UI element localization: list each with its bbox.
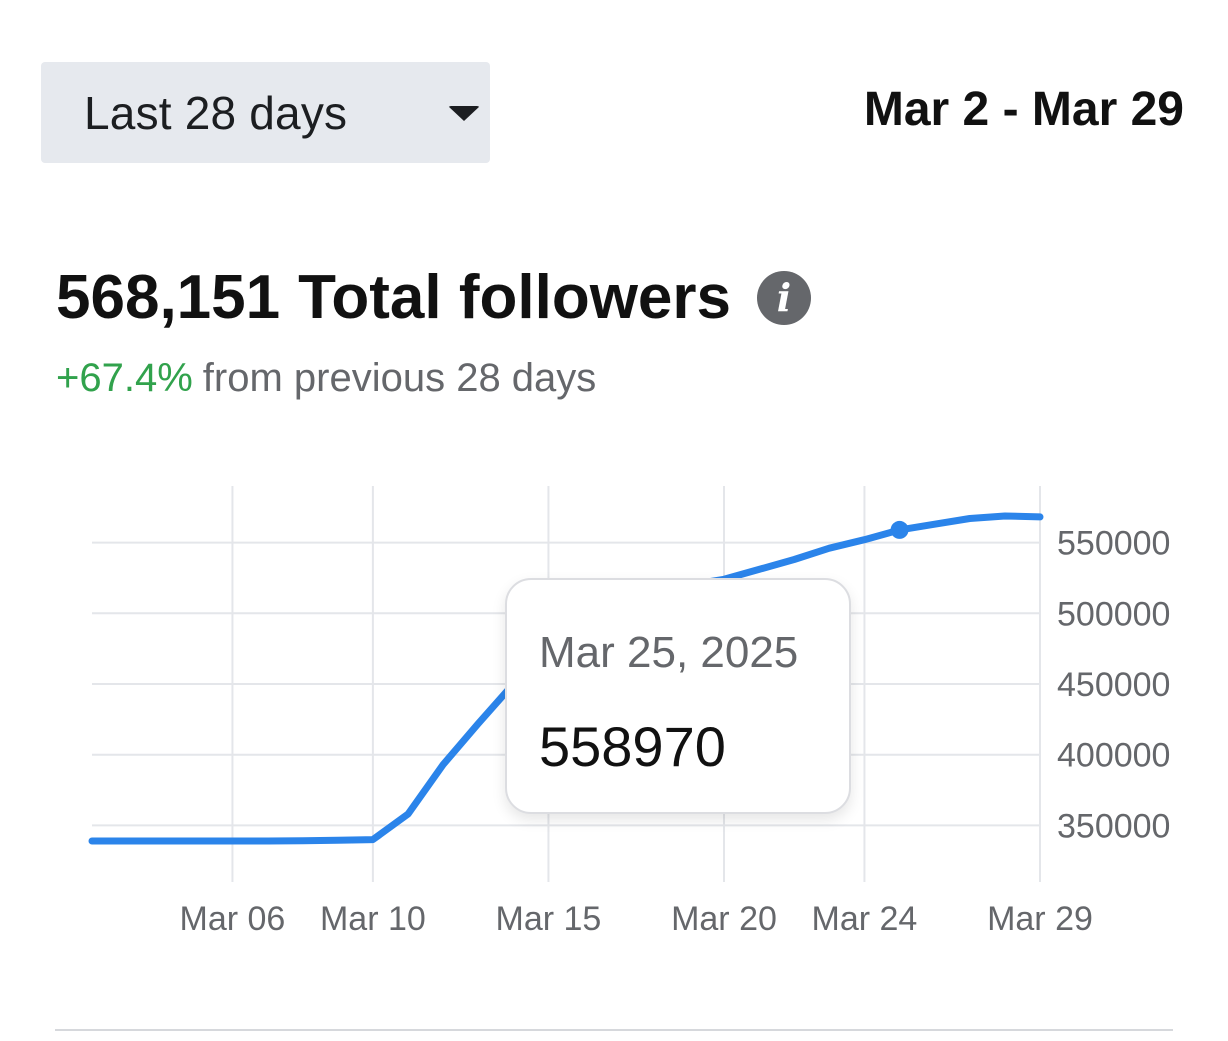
y-tick-label: 550000 — [1057, 525, 1170, 563]
total-followers-headline: 568,151 Total followers i — [56, 262, 812, 333]
section-divider — [55, 1029, 1173, 1031]
caret-down-icon — [448, 106, 480, 121]
y-tick-label: 450000 — [1057, 666, 1170, 704]
tooltip-value: 558970 — [539, 715, 726, 778]
x-tick-label: Mar 15 — [496, 900, 602, 938]
highlight-point[interactable] — [890, 520, 909, 539]
tooltip-date: Mar 25, 2025 — [539, 628, 799, 677]
followers-line-chart[interactable]: Mar 06 Mar 10 Mar 15 Mar 20 Mar 24 Mar 29 550… — [0, 470, 1228, 950]
chart-tooltip: Mar 25, 2025 558970 — [505, 578, 851, 814]
x-tick-label: Mar 29 — [987, 900, 1093, 938]
y-tick-label: 350000 — [1057, 807, 1170, 845]
x-axis-ticks: Mar 06 Mar 10 Mar 15 Mar 20 Mar 24 Mar 29 — [180, 900, 1093, 938]
change-percentage: +67.4% — [56, 356, 193, 400]
x-tick-label: Mar 24 — [812, 900, 918, 938]
info-icon[interactable]: i — [757, 270, 812, 325]
y-tick-label: 400000 — [1057, 737, 1170, 775]
date-range-text: Mar 2 - Mar 29 — [863, 83, 1184, 136]
x-tick-label: Mar 06 — [180, 900, 286, 938]
total-followers-label: Total followers — [298, 263, 732, 332]
change-description: from previous 28 days — [202, 356, 597, 400]
y-axis-ticks: 550000 500000 450000 400000 350000 — [1057, 525, 1170, 846]
y-tick-label: 500000 — [1057, 595, 1170, 633]
date-range-dropdown[interactable]: Last 28 days — [41, 62, 490, 163]
x-tick-label: Mar 10 — [320, 900, 426, 938]
change-summary: +67.4% from previous 28 days — [56, 356, 596, 401]
total-followers-value: 568,151 — [56, 263, 281, 332]
x-tick-label: Mar 20 — [671, 900, 777, 938]
date-range-dropdown-label: Last 28 days — [84, 86, 348, 139]
